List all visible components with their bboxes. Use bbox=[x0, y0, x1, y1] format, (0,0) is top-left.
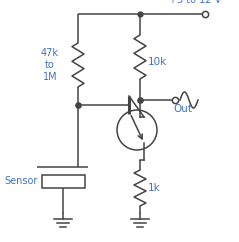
Text: Out: Out bbox=[173, 104, 192, 114]
Text: 47k
to
1M: 47k to 1M bbox=[41, 48, 59, 82]
Text: Sensor: Sensor bbox=[5, 176, 38, 187]
Text: 1k: 1k bbox=[148, 183, 161, 193]
Text: 10k: 10k bbox=[148, 57, 167, 67]
Text: +3 to 12 V: +3 to 12 V bbox=[169, 0, 221, 5]
Bar bbox=[42, 175, 85, 188]
